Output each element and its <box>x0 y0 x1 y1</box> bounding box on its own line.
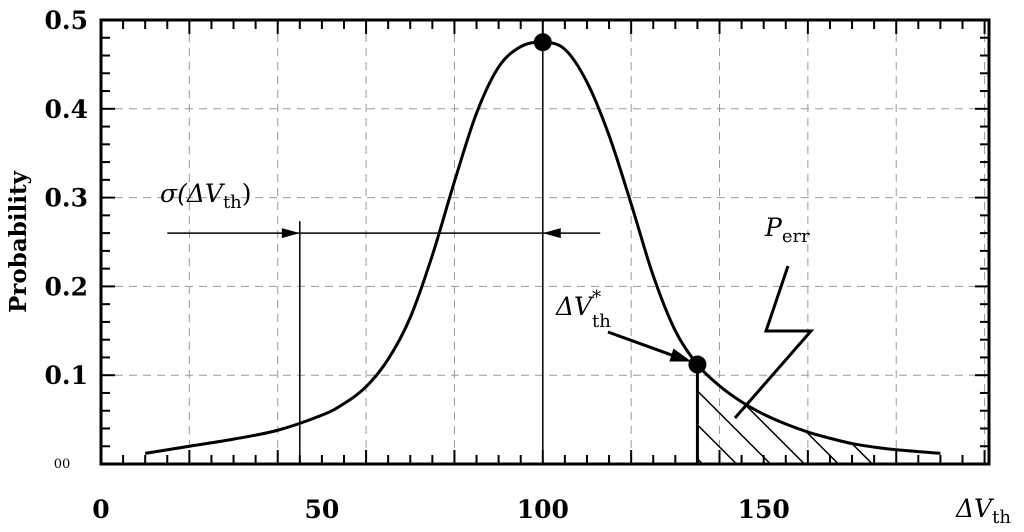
y-tick-label: 0.1 <box>45 361 89 390</box>
threshold-pointer-line <box>607 330 682 360</box>
hatched-error-region <box>695 364 875 464</box>
y-origin-label: 00 <box>54 457 71 472</box>
threshold-pointer-head <box>669 348 692 362</box>
data-marker <box>533 33 552 52</box>
tick-labels: 0 50 100 150 0.1 0.2 0.3 0.4 0.5 <box>45 6 790 524</box>
threshold-main: ΔV <box>555 292 595 321</box>
y-axis-title: Probability <box>5 170 32 313</box>
x-tick-label: 0 <box>92 495 109 524</box>
perr-sub: err <box>782 226 810 247</box>
perr-main: P <box>764 213 783 242</box>
x-axis-title-sub: th <box>992 507 1011 528</box>
y-tick-label: 0.3 <box>45 184 89 213</box>
annotation-lines <box>167 42 815 464</box>
probability-curve <box>144 40 941 455</box>
sigma-annotation: σ(ΔVth) <box>160 179 252 213</box>
sigma-prefix: σ(ΔV <box>160 179 226 208</box>
x-tick-label: 150 <box>738 495 790 524</box>
perr-annotation: Perr <box>764 213 810 247</box>
x-axis-title: ΔVth <box>955 494 1011 528</box>
sigma-arrow-left <box>542 228 561 239</box>
sigma-sub: th <box>223 192 242 213</box>
y-tick-label: 0.4 <box>45 95 89 124</box>
threshold-annotation: ΔV* th <box>555 287 611 332</box>
grid <box>101 20 989 464</box>
y-tick-label: 0.5 <box>45 6 89 35</box>
sigma-suffix: ) <box>242 179 252 208</box>
y-tick-label: 0.2 <box>45 272 89 301</box>
data-marker <box>688 355 707 374</box>
x-tick-label: 50 <box>304 495 339 524</box>
plot-frame <box>99 18 991 466</box>
sigma-arrow-right <box>281 228 300 239</box>
markers <box>533 33 707 374</box>
hatch-fill <box>697 364 875 464</box>
threshold-sup: * <box>592 287 601 308</box>
x-axis-title-main: ΔV <box>955 494 995 523</box>
axis-ticks <box>100 19 989 465</box>
perr-pointer <box>733 265 815 419</box>
threshold-sub: th <box>592 311 611 332</box>
x-tick-label: 100 <box>517 495 569 524</box>
